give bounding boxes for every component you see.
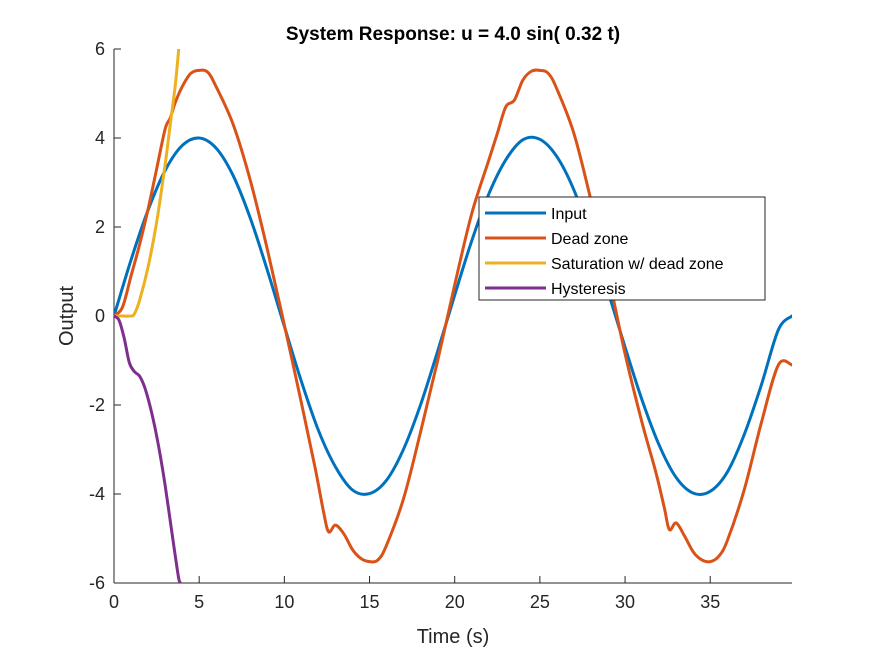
y-tick-label: 4	[95, 128, 105, 148]
legend-label-3: Hysteresis	[551, 281, 626, 298]
y-tick-label: 0	[95, 306, 105, 326]
y-tick-label: 2	[95, 217, 105, 237]
y-tick-label: -2	[89, 395, 105, 415]
x-axis-label: Time (s)	[417, 626, 490, 648]
y-tick-label: -6	[89, 573, 105, 593]
x-tick-label: 30	[615, 592, 635, 612]
x-tick-label: 20	[445, 592, 465, 612]
x-tick-label: 25	[530, 592, 550, 612]
y-tick-label: -4	[89, 484, 105, 504]
x-tick-label: 15	[360, 592, 380, 612]
legend-label-1: Dead zone	[551, 231, 628, 248]
y-axis-label: Output	[56, 286, 78, 346]
series-line-1	[114, 68, 792, 564]
chart-title: System Response: u = 4.0 sin( 0.32 t)	[286, 24, 620, 45]
x-tick-label: 0	[109, 592, 119, 612]
x-tick-label: 5	[194, 592, 204, 612]
legend: Input Dead zone Saturation w/ dead zone Hy…	[478, 196, 766, 301]
y-tick-label: 6	[95, 39, 105, 59]
legend-label-2: Saturation w/ dead zone	[551, 256, 724, 273]
axis-ticks: 0 5 10 15 20 25 30 35 -6 -4 -2 0 2 4 6	[89, 39, 720, 612]
series-line-2	[114, 49, 181, 318]
series-line-0	[114, 135, 792, 496]
x-tick-label: 10	[274, 592, 294, 612]
x-tick-label: 35	[700, 592, 720, 612]
series-line-3	[114, 314, 182, 583]
series-lines	[114, 49, 792, 583]
legend-label-0: Input	[551, 206, 587, 223]
